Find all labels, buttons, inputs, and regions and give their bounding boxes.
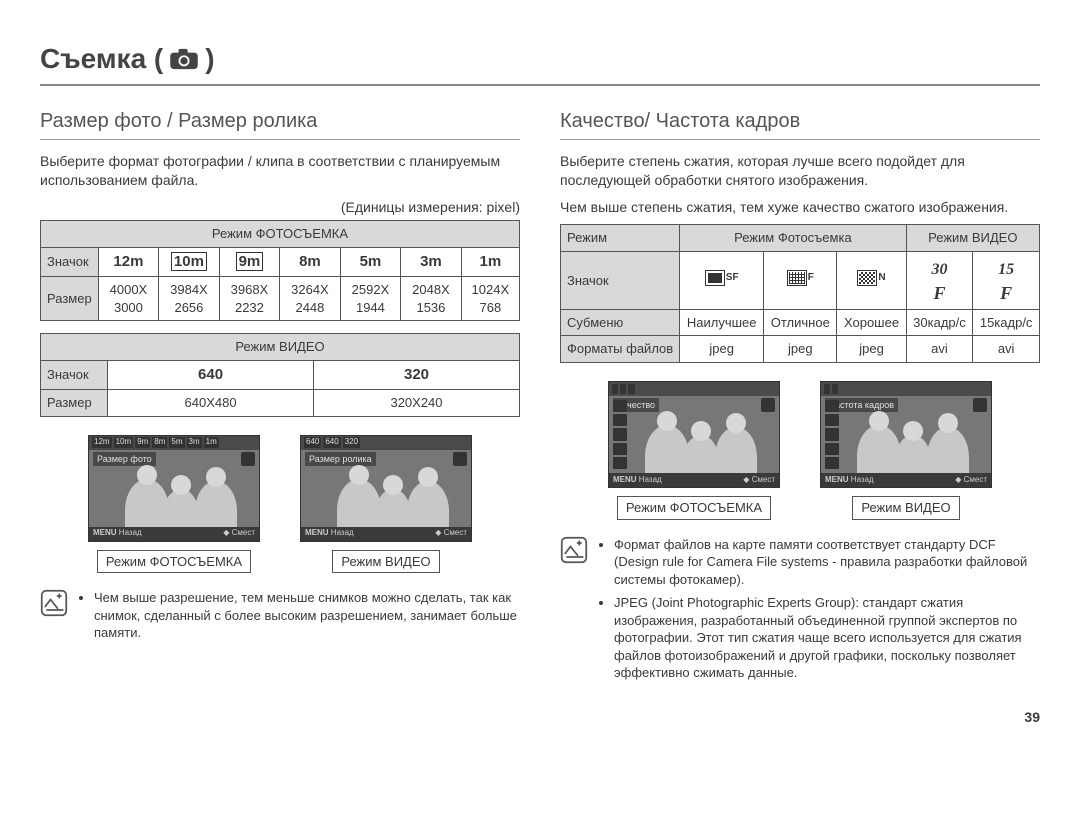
photo-icon-cell: 5m bbox=[340, 248, 401, 277]
row-label-submenu: Субменю bbox=[561, 309, 680, 336]
right-column: Качество/ Частота кадров Выберите степен… bbox=[560, 108, 1040, 688]
right-intro-1: Выберите степень сжатия, которая лучше в… bbox=[560, 152, 1040, 190]
photo-size-cell: 2592X 1944 bbox=[340, 277, 401, 321]
note-icon bbox=[560, 536, 588, 564]
fps-icon-cell: 15F bbox=[973, 252, 1040, 310]
right-notes: Формат файлов на карте памяти соответств… bbox=[598, 536, 1040, 688]
photo-size-cell: 1024X 768 bbox=[461, 277, 519, 321]
video-size-table: Режим ВИДЕО Значок 640 320 Размер 640X48… bbox=[40, 333, 520, 416]
note-icon bbox=[40, 589, 68, 617]
right-intro-2: Чем выше степень сжатия, тем хуже качест… bbox=[560, 198, 1040, 217]
row-label-size: Размер bbox=[41, 390, 108, 417]
row-label-icon: Значок bbox=[41, 360, 108, 389]
row-label-icon: Значок bbox=[41, 248, 99, 277]
thumb-quality: Качество MENU Назад◆ Смест bbox=[608, 381, 780, 488]
thumb-fps: Частота кадров MENU Назад◆ Смест bbox=[820, 381, 992, 488]
quality-table: Режим Режим Фотосъемка Режим ВИДЕО Значо… bbox=[560, 224, 1040, 363]
quality-icon-cell: SF bbox=[680, 252, 764, 310]
format-cell: avi bbox=[973, 336, 1040, 363]
submenu-cell: 15кадр/с bbox=[973, 309, 1040, 336]
quality-icon-cell: F bbox=[764, 252, 837, 310]
camera-icon bbox=[169, 48, 199, 70]
page-title-text: Съемка ( bbox=[40, 40, 163, 78]
quality-icon-cell: N bbox=[837, 252, 906, 310]
note-item: JPEG (Joint Photographic Experts Group):… bbox=[614, 594, 1040, 682]
mode-video-header: Режим ВИДЕО bbox=[906, 225, 1039, 252]
left-heading: Размер фото / Размер ролика bbox=[40, 108, 520, 140]
submenu-cell: Наилучшее bbox=[680, 309, 764, 336]
page-number: 39 bbox=[40, 708, 1040, 727]
photo-size-cell: 4000X 3000 bbox=[98, 277, 159, 321]
format-cell: jpeg bbox=[680, 336, 764, 363]
fps-icon-cell: 30F bbox=[906, 252, 973, 310]
photo-icon-cell: 3m bbox=[401, 248, 462, 277]
submenu-cell: 30кадр/с bbox=[906, 309, 973, 336]
photo-size-cell: 2048X 1536 bbox=[401, 277, 462, 321]
photo-size-table: Режим ФОТОСЪЕМКА Значок 12m 10m 9m 8m 5m… bbox=[40, 220, 520, 321]
row-label-format: Форматы файлов bbox=[561, 336, 680, 363]
photo-icon-cell: 1m bbox=[461, 248, 519, 277]
submenu-cell: Отличное bbox=[764, 309, 837, 336]
format-cell: jpeg bbox=[764, 336, 837, 363]
submenu-cell: Хорошее bbox=[837, 309, 906, 336]
video-table-header: Режим ВИДЕО bbox=[41, 334, 520, 361]
thumb-caption: Режим ВИДЕО bbox=[852, 496, 959, 520]
format-cell: avi bbox=[906, 336, 973, 363]
photo-icon-cell: 8m bbox=[280, 248, 341, 277]
photo-size-cell: 3968X 2232 bbox=[219, 277, 280, 321]
left-thumbnails: 12m10m9m8m5m3m1m Размер фото MENU Назад◆… bbox=[40, 435, 520, 574]
thumb-video-mode: 640640320 Размер ролика MENU Назад◆ Смес… bbox=[300, 435, 472, 542]
mode-photo-header: Режим Фотосъемка bbox=[680, 225, 906, 252]
row-label-icon: Значок bbox=[561, 252, 680, 310]
right-heading: Качество/ Частота кадров bbox=[560, 108, 1040, 140]
left-note: Чем выше разрешение, тем меньше снимков … bbox=[78, 589, 520, 648]
thumb-caption: Режим ФОТОСЪЕМКА bbox=[617, 496, 771, 520]
left-column: Размер фото / Размер ролика Выберите фор… bbox=[40, 108, 520, 688]
right-thumbnails: Качество MENU Назад◆ Смест Режим ФОТОСЪЕ… bbox=[560, 381, 1040, 520]
photo-table-header: Режим ФОТОСЪЕМКА bbox=[41, 221, 520, 248]
thumb-caption: Режим ВИДЕО bbox=[332, 550, 439, 574]
video-icon-cell: 320 bbox=[314, 360, 520, 389]
page-title: Съемка ( ) bbox=[40, 40, 1040, 86]
row-label-size: Размер bbox=[41, 277, 99, 321]
left-intro: Выберите формат фотографии / клипа в соо… bbox=[40, 152, 520, 190]
thumb-photo-mode: 12m10m9m8m5m3m1m Размер фото MENU Назад◆… bbox=[88, 435, 260, 542]
photo-icon-cell: 12m bbox=[98, 248, 159, 277]
photo-size-cell: 3264X 2448 bbox=[280, 277, 341, 321]
photo-icon-cell: 10m bbox=[159, 248, 220, 277]
video-icon-cell: 640 bbox=[108, 360, 314, 389]
units-label: (Единицы измерения: pixel) bbox=[40, 198, 520, 217]
format-cell: jpeg bbox=[837, 336, 906, 363]
row-label-mode: Режим bbox=[561, 225, 680, 252]
video-size-cell: 320X240 bbox=[314, 390, 520, 417]
thumb-caption: Режим ФОТОСЪЕМКА bbox=[97, 550, 251, 574]
photo-size-cell: 3984X 2656 bbox=[159, 277, 220, 321]
video-size-cell: 640X480 bbox=[108, 390, 314, 417]
photo-icon-cell: 9m bbox=[219, 248, 280, 277]
page-title-close: ) bbox=[205, 40, 214, 78]
note-item: Формат файлов на карте памяти соответств… bbox=[614, 536, 1040, 589]
